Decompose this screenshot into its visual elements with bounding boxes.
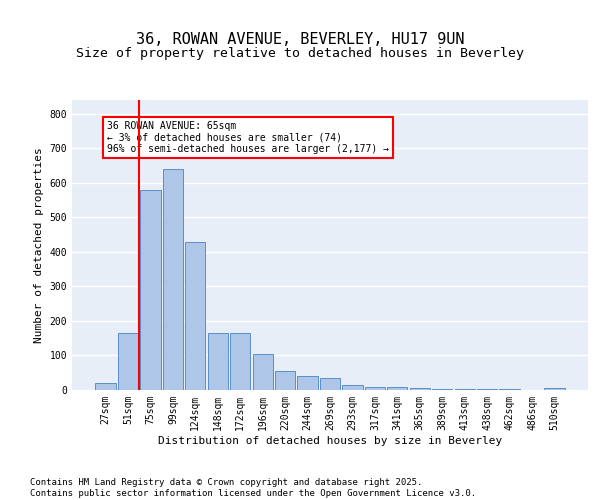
Bar xyxy=(118,333,138,390)
Text: 36 ROWAN AVENUE: 65sqm
← 3% of detached houses are smaller (74)
96% of semi-deta: 36 ROWAN AVENUE: 65sqm ← 3% of detached … xyxy=(107,120,389,154)
Bar xyxy=(208,333,228,390)
Bar xyxy=(253,354,273,390)
Bar xyxy=(544,388,565,390)
Bar xyxy=(163,169,183,390)
Bar xyxy=(95,383,116,390)
X-axis label: Distribution of detached houses by size in Beverley: Distribution of detached houses by size … xyxy=(158,436,502,446)
Bar xyxy=(230,333,250,390)
Bar xyxy=(298,376,317,390)
Bar xyxy=(140,190,161,390)
Bar xyxy=(185,242,205,390)
Text: Contains HM Land Registry data © Crown copyright and database right 2025.
Contai: Contains HM Land Registry data © Crown c… xyxy=(30,478,476,498)
Bar xyxy=(387,386,407,390)
Bar xyxy=(275,371,295,390)
Text: Size of property relative to detached houses in Beverley: Size of property relative to detached ho… xyxy=(76,48,524,60)
Y-axis label: Number of detached properties: Number of detached properties xyxy=(34,147,44,343)
Bar xyxy=(455,389,475,390)
Bar xyxy=(343,385,362,390)
Text: 36, ROWAN AVENUE, BEVERLEY, HU17 9UN: 36, ROWAN AVENUE, BEVERLEY, HU17 9UN xyxy=(136,32,464,48)
Bar xyxy=(365,386,385,390)
Bar xyxy=(410,388,430,390)
Bar xyxy=(432,388,452,390)
Bar xyxy=(320,378,340,390)
